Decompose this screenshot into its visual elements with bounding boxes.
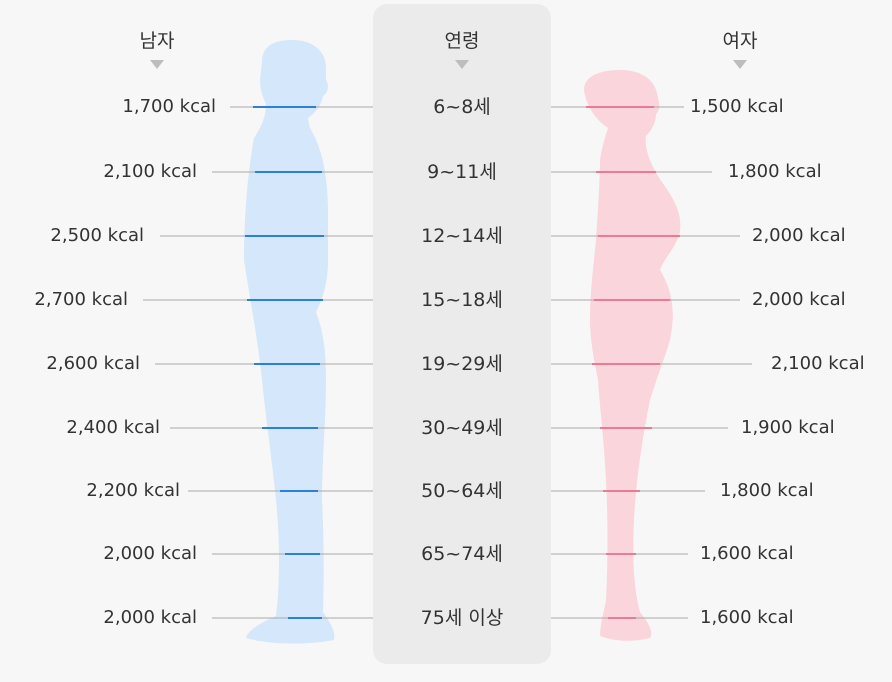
male-silhouette-icon bbox=[244, 40, 335, 644]
age-range-label: 15~18세 bbox=[421, 289, 503, 311]
female-kcal-value: 1,500 kcal bbox=[690, 96, 784, 117]
female-kcal-value: 1,600 kcal bbox=[700, 607, 794, 628]
age-range-label: 19~29세 bbox=[421, 353, 503, 375]
male-kcal-value: 2,600 kcal bbox=[46, 353, 140, 374]
female-kcal-value: 1,600 kcal bbox=[700, 543, 794, 564]
age-range-label: 65~74세 bbox=[421, 543, 503, 565]
male-kcal-value: 1,700 kcal bbox=[122, 96, 216, 117]
age-range-label: 30~49세 bbox=[421, 417, 503, 439]
male-kcal-value: 2,000 kcal bbox=[103, 543, 197, 564]
age-range-label: 6~8세 bbox=[433, 96, 491, 118]
female-kcal-value: 2,100 kcal bbox=[771, 353, 865, 374]
leader-lines bbox=[143, 106, 752, 619]
male-kcal-value: 2,700 kcal bbox=[34, 289, 128, 310]
male-kcal-value: 2,500 kcal bbox=[50, 225, 144, 246]
age-range-label: 50~64세 bbox=[421, 480, 503, 502]
female-kcal-value: 2,000 kcal bbox=[752, 289, 846, 310]
age-range-label: 9~11세 bbox=[427, 161, 497, 183]
female-kcal-value: 1,800 kcal bbox=[720, 480, 814, 501]
female-header: 여자 bbox=[722, 30, 758, 52]
age-marker-icon bbox=[455, 60, 469, 69]
female-kcal-value: 1,800 kcal bbox=[728, 161, 822, 182]
male-kcal-value: 2,200 kcal bbox=[86, 480, 180, 501]
male-kcal-value: 2,100 kcal bbox=[103, 161, 197, 182]
male-marker-icon bbox=[150, 60, 164, 69]
female-kcal-value: 2,000 kcal bbox=[752, 225, 846, 246]
female-silhouette-icon bbox=[584, 70, 681, 641]
female-kcal-value: 1,900 kcal bbox=[741, 417, 835, 438]
male-kcal-value: 2,000 kcal bbox=[103, 607, 197, 628]
age-range-label: 12~14세 bbox=[421, 225, 503, 247]
female-marker-icon bbox=[733, 60, 747, 69]
age-range-label: 75세 이상 bbox=[420, 607, 504, 629]
male-kcal-value: 2,400 kcal bbox=[66, 417, 160, 438]
age-header: 연령 bbox=[444, 30, 480, 52]
male-header: 남자 bbox=[139, 30, 175, 52]
age-panel bbox=[373, 4, 551, 664]
